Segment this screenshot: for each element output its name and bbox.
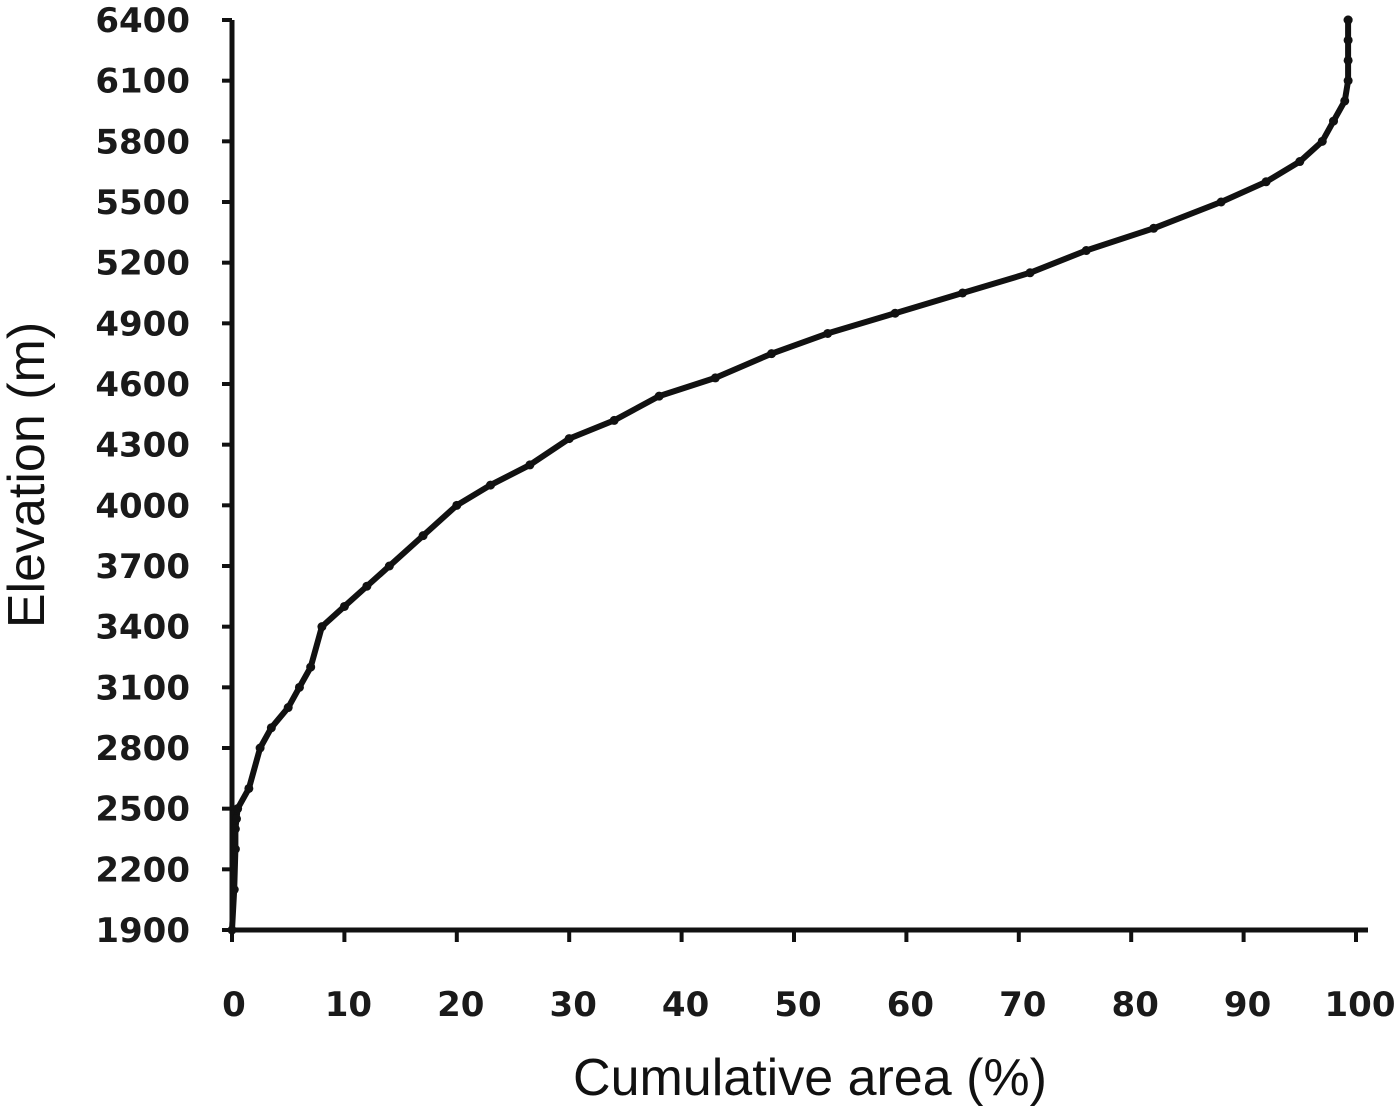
data-point — [710, 373, 720, 383]
y-tick-label: 1900 — [95, 911, 190, 951]
y-tick-label: 2200 — [95, 850, 190, 890]
data-point — [294, 682, 304, 692]
y-tick-label: 4900 — [95, 304, 190, 344]
data-point — [227, 925, 237, 935]
data-point — [1025, 268, 1035, 278]
y-tick-label: 5500 — [95, 183, 190, 223]
x-tick-label: 20 — [437, 985, 484, 1025]
data-point — [418, 531, 428, 541]
series-line — [229, 17, 1352, 933]
data-point — [283, 703, 293, 713]
x-axis-title: Cumulative area (%) — [573, 1049, 1047, 1107]
data-point — [1329, 116, 1339, 126]
data-point — [317, 622, 327, 632]
data-point — [362, 581, 372, 591]
y-axis-ticks: 6400 6100 5800 5500 5200 4900 4600 4300 4000 3700… — [95, 1, 232, 951]
data-point — [1149, 223, 1159, 233]
data-point — [564, 434, 574, 444]
series-layer — [227, 15, 1353, 935]
data-point — [244, 783, 254, 793]
data-point — [767, 349, 777, 359]
y-tick-label: 2800 — [95, 729, 190, 769]
y-tick-label: 4600 — [95, 365, 190, 405]
y-tick-label: 4000 — [95, 486, 190, 526]
y-tick-label: 5800 — [95, 122, 190, 162]
data-point — [255, 743, 265, 753]
data-point — [339, 601, 349, 611]
x-axis-ticks: 0 10 20 30 40 50 60 70 80 90 100 — [222, 930, 1395, 1025]
axes — [229, 20, 1368, 933]
data-point — [1081, 246, 1091, 256]
data-point — [1261, 177, 1271, 187]
y-tick-label: 3100 — [95, 668, 190, 708]
data-point — [1295, 157, 1305, 167]
x-tick-label: 80 — [1112, 985, 1159, 1025]
data-point — [1343, 15, 1353, 25]
data-point — [230, 824, 240, 834]
y-tick-label: 3700 — [95, 547, 190, 587]
data-point — [233, 804, 243, 814]
data-point — [525, 460, 535, 470]
data-point — [609, 415, 619, 425]
y-axis-title: Elevation (m) — [0, 322, 56, 628]
data-point — [266, 723, 276, 733]
y-tick-label: 5200 — [95, 244, 190, 284]
data-point — [229, 885, 239, 895]
data-point — [306, 662, 316, 672]
data-point — [1343, 76, 1353, 86]
x-tick-label: 70 — [999, 985, 1046, 1025]
y-tick-label: 3400 — [95, 608, 190, 648]
data-point — [654, 391, 664, 401]
y-tick-label: 6400 — [95, 1, 190, 41]
x-tick-label: 50 — [774, 985, 821, 1025]
y-tick-label: 6100 — [95, 62, 190, 102]
data-point — [384, 561, 394, 571]
data-point — [1343, 35, 1353, 45]
x-tick-label: 30 — [550, 985, 597, 1025]
data-point — [1216, 197, 1226, 207]
data-point — [230, 844, 240, 854]
data-point — [958, 288, 968, 298]
y-tick-label: 2500 — [95, 790, 190, 830]
x-tick-label: 90 — [1224, 985, 1271, 1025]
data-point — [890, 308, 900, 318]
x-tick-label: 60 — [887, 985, 934, 1025]
x-tick-label: 100 — [1325, 985, 1396, 1025]
data-point — [1343, 55, 1353, 65]
data-point — [1317, 136, 1327, 146]
data-point — [823, 328, 833, 338]
x-tick-label: 10 — [325, 985, 372, 1025]
y-tick-label: 4300 — [95, 426, 190, 466]
data-point — [452, 500, 462, 510]
data-point — [486, 480, 496, 490]
x-tick-label: 40 — [662, 985, 709, 1025]
data-point — [231, 814, 241, 824]
data-point — [1340, 96, 1350, 106]
x-tick-label: 0 — [222, 985, 246, 1025]
